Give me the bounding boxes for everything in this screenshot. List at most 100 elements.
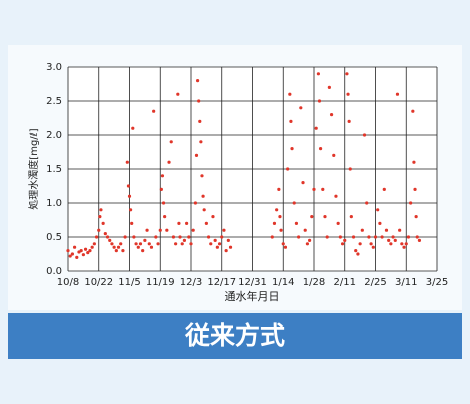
point (279, 228, 283, 232)
point (204, 221, 208, 225)
point (277, 187, 281, 191)
point (121, 249, 125, 253)
point (200, 174, 204, 178)
point (343, 238, 347, 242)
point (185, 221, 189, 225)
point (110, 242, 114, 246)
point (288, 92, 292, 96)
point (81, 253, 85, 257)
point (128, 208, 133, 212)
point (156, 242, 160, 246)
point (384, 228, 389, 232)
point (99, 208, 103, 212)
point (131, 126, 135, 130)
point (94, 235, 99, 239)
point (354, 249, 358, 253)
point (356, 252, 360, 256)
point (411, 109, 415, 113)
point (149, 245, 154, 249)
point (289, 119, 293, 123)
point (297, 235, 301, 239)
point (222, 228, 226, 232)
point (365, 201, 369, 205)
point (187, 235, 191, 239)
point (303, 228, 307, 232)
point (159, 187, 163, 191)
point (123, 235, 127, 239)
point (378, 221, 382, 225)
x-tick-label: 3/11 (395, 277, 417, 288)
point (88, 249, 92, 253)
point (134, 242, 138, 246)
y-tick-label: 0.0 (46, 266, 62, 277)
point (395, 92, 400, 96)
x-tick-label: 11/19 (146, 277, 175, 288)
point (347, 119, 351, 123)
point (286, 167, 290, 171)
point (160, 174, 165, 178)
point (206, 235, 211, 239)
point (278, 215, 282, 219)
x-tick-label: 12/3 (180, 277, 202, 288)
point (345, 72, 349, 76)
x-tick-label: 11/5 (118, 277, 140, 288)
x-tick-label: 1/14 (272, 277, 294, 288)
point (226, 238, 230, 242)
point (180, 242, 184, 246)
point (83, 247, 88, 251)
point (90, 245, 94, 249)
point (132, 235, 136, 239)
point (141, 249, 145, 253)
y-tick-label: 3.0 (46, 62, 62, 73)
point (114, 249, 118, 253)
point (308, 238, 312, 242)
point (193, 201, 197, 205)
point (317, 99, 322, 103)
point (346, 92, 350, 96)
point (126, 184, 131, 188)
point (92, 242, 96, 246)
point (72, 245, 77, 249)
point (213, 238, 217, 242)
point (161, 201, 166, 205)
point (163, 215, 167, 219)
point (198, 119, 202, 123)
point (360, 228, 364, 232)
point (112, 245, 116, 249)
x-tick-label: 1/28 (303, 277, 325, 288)
point (116, 245, 121, 249)
point (127, 194, 132, 198)
point (318, 147, 323, 151)
point (402, 245, 406, 249)
point (283, 245, 288, 249)
point (105, 235, 110, 239)
y-axis-title: 処理水濁度[mg/ℓ] (27, 128, 40, 209)
point (417, 238, 422, 242)
point (371, 245, 375, 249)
point (177, 221, 181, 225)
point (182, 238, 187, 242)
point (217, 242, 222, 246)
point (305, 242, 310, 246)
point (176, 92, 180, 96)
point (406, 235, 411, 239)
y-tick-label: 0.5 (46, 232, 62, 243)
point (178, 235, 182, 239)
point (338, 235, 342, 239)
point (215, 245, 219, 249)
point (108, 238, 112, 242)
x-tick-label: 10/8 (57, 277, 79, 288)
point (165, 228, 169, 232)
point (373, 235, 378, 239)
point (334, 194, 338, 198)
point (194, 153, 199, 157)
point (336, 221, 340, 225)
point (195, 79, 200, 83)
point (202, 208, 206, 212)
point (316, 72, 320, 76)
point (130, 221, 134, 225)
point (314, 126, 318, 130)
point (125, 160, 129, 164)
point (154, 235, 158, 239)
point (191, 228, 195, 232)
